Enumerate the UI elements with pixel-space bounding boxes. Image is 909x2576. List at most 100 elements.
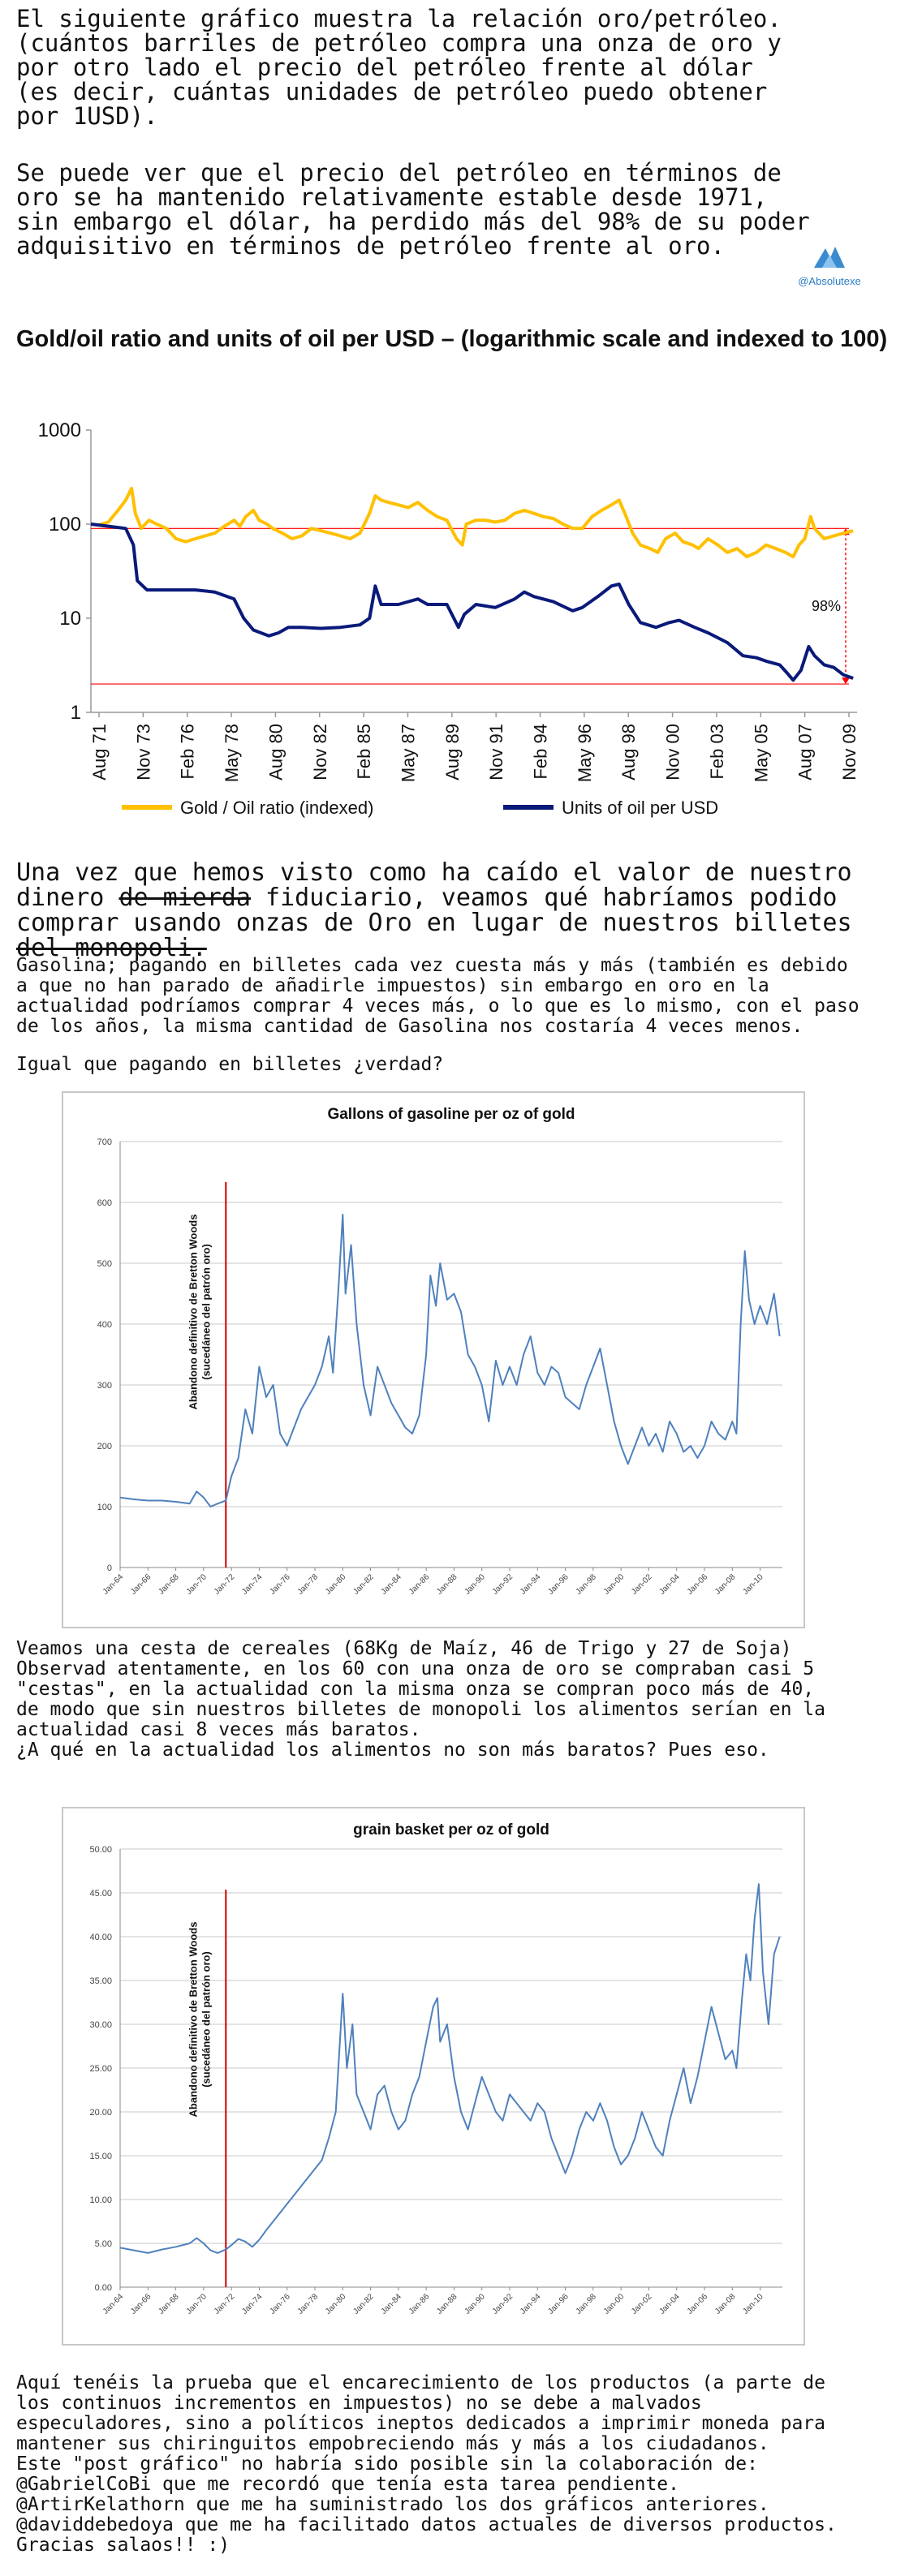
chart-x-tick-label: Jan-84: [380, 1572, 404, 1597]
chart1-x-tick-label: Nov 91: [486, 724, 506, 781]
chart-x-tick-label: Jan-06: [686, 2292, 710, 2316]
chart-y-tick-label: 700: [97, 1137, 112, 1147]
chart-x-tick-label: Jan-80: [324, 2292, 348, 2316]
chart-x-tick-label: Jan-04: [657, 1572, 682, 1597]
chart1-y-tick-label: 10: [59, 608, 81, 630]
logo-handle: @Absolutexe: [798, 275, 861, 287]
chart-y-tick-label: 0.00: [95, 2283, 112, 2293]
chart-x-tick-label: Jan-08: [713, 2292, 738, 2316]
intro-paragraph-1: El siguiente gráfico muestra la relación…: [16, 5, 782, 130]
chart-x-tick-label: Jan-98: [575, 2292, 599, 2316]
chart-y-tick-label: 10.00: [89, 2195, 112, 2205]
gasoline-question: Igual que pagando en billetes ¿verdad?: [16, 1054, 444, 1075]
chart1-x-tick-label: May 87: [398, 724, 418, 782]
chart-y-tick-label: 300: [97, 1381, 112, 1391]
chart1-x-tick-label: Aug 80: [265, 724, 286, 781]
gasoline-chart-panel: Gallons of gasoline per oz of gold 0 100 20…: [62, 1091, 805, 1628]
chart1-legend-label: Gold / Oil ratio (indexed): [180, 798, 373, 818]
strikethrough-text-1: de mierda: [118, 884, 251, 912]
chart-x-tick-label: Jan-00: [602, 1572, 627, 1597]
bretton-woods-label: Abandono definitivo de Bretton Woods: [187, 1215, 199, 1410]
chart-x-tick-label: Jan-66: [129, 2292, 153, 2316]
chart-x-tick-label: Jan-94: [519, 2292, 543, 2316]
chart-x-tick-label: Jan-84: [380, 2292, 404, 2316]
chart-y-tick-label: 30.00: [89, 2020, 112, 2030]
chart-x-tick-label: Jan-68: [157, 2292, 181, 2316]
chart-y-tick-label: 20.00: [89, 2108, 112, 2118]
chart1-series-line-1: [90, 486, 854, 559]
chart1-series-line-2: [90, 523, 854, 682]
credits-paragraph: Este "post gráfico" no habría sido posib…: [16, 2453, 837, 2556]
strikethrough-text-2: del monopoli.: [16, 934, 207, 962]
chart-y-tick-label: 35.00: [89, 1976, 112, 1986]
chart1-x-tick-label: Aug 98: [618, 724, 639, 781]
chart1-legend-label: Units of oil per USD: [562, 798, 718, 818]
chart-x-tick-label: Jan-92: [491, 2292, 515, 2316]
chart-y-tick-label: 5.00: [95, 2239, 112, 2249]
mid-text-part-1: Una vez que hemos visto como ha caído el…: [16, 858, 852, 912]
chart-x-tick-label: Jan-66: [129, 1572, 153, 1597]
chart-x-tick-label: Jan-96: [546, 1572, 571, 1597]
chart1-x-tick-label: Feb 76: [178, 724, 198, 780]
chart-x-tick-label: Jan-78: [296, 2292, 321, 2316]
chart1-y-tick-label: 1000: [38, 419, 81, 441]
chart-x-tick-label: Jan-68: [157, 1572, 181, 1597]
mid-paragraph-1: Una vez que hemos visto como ha caído el…: [16, 860, 893, 961]
bretton-woods-label: Abandono definitivo de Bretton Woods: [187, 1922, 199, 2118]
chart-title: Gallons of gasoline per oz of gold: [327, 1106, 575, 1123]
chart-x-tick-label: Jan-88: [435, 2292, 459, 2316]
chart-x-tick-label: Jan-08: [713, 1572, 738, 1597]
chart-y-tick-label: 100: [97, 1503, 112, 1512]
chart-y-tick-label: 40.00: [89, 1933, 112, 1942]
gasoline-paragraph: Gasolina; pagando en billetes cada vez c…: [16, 955, 859, 1037]
closing-paragraph: Aquí tenéis la prueba que el encarecimie…: [16, 2372, 825, 2454]
chart1-annotation: 98%: [812, 598, 841, 614]
chart1-x-tick-label: Aug 71: [89, 724, 110, 781]
bretton-woods-sublabel: (sucedáneo del patrón oro): [200, 1244, 212, 1380]
gold-oil-chart: 1 10 100 1000 Aug 71 Nov 73 Feb 76 May 78 Aug 80…: [38, 419, 859, 818]
grain-paragraph: Veamos una cesta de cereales (68Kg de Ma…: [16, 1638, 825, 1761]
chart-y-tick-label: 400: [97, 1320, 112, 1330]
chart1-x-tick-label: Nov 09: [839, 724, 859, 781]
chart-series-line: [119, 1883, 781, 2254]
chart-x-tick-label: Jan-82: [351, 1572, 376, 1597]
bird-logo-icon: [814, 247, 845, 268]
grain-chart-panel: grain basket per oz of gold 0.00 5.00 10.00…: [62, 1807, 805, 2346]
chart-y-tick-label: 200: [97, 1442, 112, 1451]
chart-title: grain basket per oz of gold: [353, 1821, 549, 1838]
chart1-x-tick-label: Nov 00: [663, 724, 683, 781]
chart-x-tick-label: Jan-86: [407, 2292, 432, 2316]
chart-x-tick-label: Jan-98: [575, 1572, 599, 1597]
chart-x-tick-label: Jan-88: [435, 1572, 459, 1597]
chart-y-tick-label: 50.00: [89, 1845, 112, 1855]
chart1-x-tick-label: Feb 94: [531, 724, 551, 780]
chart-x-tick-label: Jan-06: [686, 1572, 710, 1597]
chart-x-tick-label: Jan-90: [463, 2292, 487, 2316]
chart1-x-tick-label: Aug 07: [795, 724, 816, 781]
chart-x-tick-label: Jan-76: [268, 1572, 292, 1597]
chart1-x-tick-label: May 78: [222, 724, 242, 782]
chart-x-tick-label: Jan-96: [546, 2292, 571, 2316]
chart-x-tick-label: Jan-74: [240, 1572, 265, 1597]
intro-paragraph-2: Se puede ver que el precio del petróleo …: [16, 159, 810, 260]
chart-x-tick-label: Jan-70: [185, 2292, 209, 2316]
chart1-y-tick-label: 1: [71, 702, 81, 724]
chart-x-tick-label: Jan-90: [463, 1572, 487, 1597]
chart-x-tick-label: Jan-86: [407, 1572, 432, 1597]
chart1-x-tick-label: Nov 82: [310, 724, 330, 781]
chart-x-tick-label: Jan-76: [268, 2292, 292, 2316]
chart-x-tick-label: Jan-70: [185, 1572, 209, 1597]
chart-x-tick-label: Jan-94: [519, 1572, 543, 1597]
chart-y-tick-label: 500: [97, 1259, 112, 1269]
chart1-x-tick-label: Feb 03: [707, 724, 727, 780]
chart-y-tick-label: 45.00: [89, 1889, 112, 1899]
chart-series-line: [119, 1214, 781, 1507]
chart-x-tick-label: Jan-92: [491, 1572, 515, 1597]
chart-x-tick-label: Jan-64: [101, 1572, 126, 1597]
chart1-x-tick-label: May 05: [751, 724, 771, 782]
chart-x-tick-label: Jan-02: [630, 2292, 654, 2316]
chart-x-tick-label: Jan-74: [240, 2292, 265, 2316]
chart-y-tick-label: 600: [97, 1198, 112, 1208]
chart-x-tick-label: Jan-72: [213, 1572, 237, 1597]
chart-y-tick-label: 25.00: [89, 2064, 112, 2074]
